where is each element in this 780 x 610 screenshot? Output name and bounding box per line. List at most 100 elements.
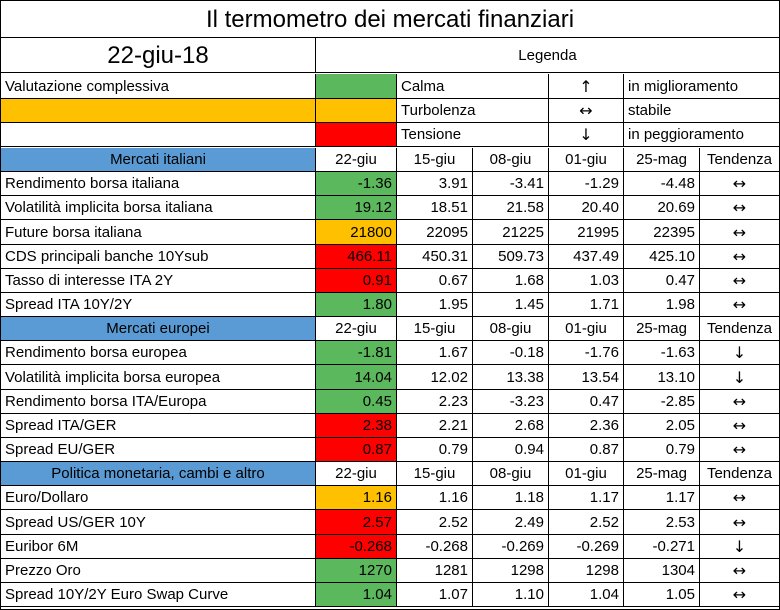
indicator-label: Future borsa italiana bbox=[1, 220, 316, 245]
legend-status-label: Turbolenza bbox=[397, 99, 549, 123]
past-value: 21225 bbox=[473, 220, 549, 245]
past-value: 2.21 bbox=[397, 414, 473, 438]
section-title: Mercati italiani bbox=[1, 148, 316, 172]
past-value: 509.73 bbox=[473, 245, 549, 269]
past-value: 21995 bbox=[549, 220, 624, 245]
indicator-label: Prezzo Oro bbox=[1, 559, 316, 583]
past-value: -1.76 bbox=[549, 341, 624, 365]
legend-status-label: Calma bbox=[397, 74, 549, 99]
column-header: 08-giu bbox=[473, 148, 549, 172]
trend-arrow-icon: ↓ bbox=[700, 535, 779, 559]
current-value: 2.57 bbox=[316, 510, 397, 535]
indicator-label: Rendimento borsa europea bbox=[1, 341, 316, 365]
past-value: -0.269 bbox=[549, 535, 624, 559]
past-value: -2.85 bbox=[624, 390, 700, 414]
column-header: 08-giu bbox=[473, 317, 549, 341]
past-value: 13.54 bbox=[549, 365, 624, 390]
column-header: 15-giu bbox=[397, 148, 473, 172]
past-value: 1.68 bbox=[473, 269, 549, 293]
trend-arrow-icon: ↔ bbox=[700, 583, 779, 607]
current-value: 1.80 bbox=[316, 293, 397, 317]
legend-title: Legenda bbox=[316, 38, 779, 73]
past-value: 1304 bbox=[624, 559, 700, 583]
current-value: 466.11 bbox=[316, 245, 397, 269]
current-value: 2.38 bbox=[316, 414, 397, 438]
trend-arrow-icon: ↔ bbox=[700, 390, 779, 414]
overall-assessment-color bbox=[1, 99, 316, 123]
past-value: 22095 bbox=[397, 220, 473, 245]
legend-trend-arrow-icon: ↑ bbox=[549, 74, 624, 99]
column-header: 08-giu bbox=[473, 462, 549, 486]
past-value: 13.10 bbox=[624, 365, 700, 390]
section-title: Politica monetaria, cambi e altro bbox=[1, 462, 316, 486]
past-value: 20.69 bbox=[624, 196, 700, 220]
trend-arrow-icon: ↔ bbox=[700, 172, 779, 196]
indicator-label: Spread ITA 10Y/2Y bbox=[1, 293, 316, 317]
past-value: 13.38 bbox=[473, 365, 549, 390]
past-value: -0.268 bbox=[397, 535, 473, 559]
past-value: 1.05 bbox=[624, 583, 700, 607]
column-header: 15-giu bbox=[397, 462, 473, 486]
past-value: 1298 bbox=[549, 559, 624, 583]
past-value: -3.23 bbox=[473, 390, 549, 414]
past-value: 1.95 bbox=[397, 293, 473, 317]
past-value: 1.03 bbox=[549, 269, 624, 293]
past-value: 0.47 bbox=[549, 390, 624, 414]
past-value: 3.91 bbox=[397, 172, 473, 196]
past-value: -4.48 bbox=[624, 172, 700, 196]
column-header: 22-giu bbox=[316, 148, 397, 172]
legend-swatch-1 bbox=[316, 99, 397, 123]
report-date: 22-giu-18 bbox=[1, 38, 316, 73]
past-value: 0.79 bbox=[397, 438, 473, 462]
past-value: 0.87 bbox=[549, 438, 624, 462]
past-value: 2.49 bbox=[473, 510, 549, 535]
legend-trend-label: in miglioramento bbox=[624, 74, 779, 99]
past-value: 1298 bbox=[473, 559, 549, 583]
column-header: 22-giu bbox=[316, 317, 397, 341]
current-value: 21800 bbox=[316, 220, 397, 245]
legend-trend-arrow-icon: ↔ bbox=[549, 99, 624, 123]
past-value: 437.49 bbox=[549, 245, 624, 269]
past-value: 450.31 bbox=[397, 245, 473, 269]
current-value: 1.16 bbox=[316, 486, 397, 510]
past-value: 22395 bbox=[624, 220, 700, 245]
past-value: 1281 bbox=[397, 559, 473, 583]
past-value: 21.58 bbox=[473, 196, 549, 220]
column-header: 15-giu bbox=[397, 317, 473, 341]
current-value: -0.268 bbox=[316, 535, 397, 559]
indicator-label: Spread US/GER 10Y bbox=[1, 510, 316, 535]
column-header: 22-giu bbox=[316, 462, 397, 486]
indicator-label: Euro/Dollaro bbox=[1, 486, 316, 510]
past-value: -0.271 bbox=[624, 535, 700, 559]
current-value: 0.87 bbox=[316, 438, 397, 462]
current-value: 0.45 bbox=[316, 390, 397, 414]
indicator-label: Tasso di interesse ITA 2Y bbox=[1, 269, 316, 293]
page-title: Il termometro dei mercati finanziari bbox=[1, 1, 779, 38]
past-value: 0.79 bbox=[624, 438, 700, 462]
legend-trend-arrow-icon: ↓ bbox=[549, 123, 624, 147]
current-value: 1270 bbox=[316, 559, 397, 583]
past-value: 2.53 bbox=[624, 510, 700, 535]
trend-arrow-icon: ↔ bbox=[700, 293, 779, 317]
indicator-label: Spread ITA/GER bbox=[1, 414, 316, 438]
past-value: 20.40 bbox=[549, 196, 624, 220]
legend-status-label: Tensione bbox=[397, 123, 549, 147]
trend-arrow-icon: ↔ bbox=[700, 438, 779, 462]
indicator-label: Rendimento borsa ITA/Europa bbox=[1, 390, 316, 414]
past-value: 1.98 bbox=[624, 293, 700, 317]
past-value: 2.52 bbox=[397, 510, 473, 535]
past-value: -0.18 bbox=[473, 341, 549, 365]
past-value: 1.17 bbox=[549, 486, 624, 510]
current-value: 19.12 bbox=[316, 196, 397, 220]
past-value: 2.23 bbox=[397, 390, 473, 414]
legend-trend-label: stabile bbox=[624, 99, 779, 123]
past-value: 2.05 bbox=[624, 414, 700, 438]
past-value: 2.36 bbox=[549, 414, 624, 438]
past-value: 1.45 bbox=[473, 293, 549, 317]
trend-arrow-icon: ↔ bbox=[700, 220, 779, 245]
current-value: 1.04 bbox=[316, 583, 397, 607]
column-header: 25-mag bbox=[624, 148, 700, 172]
trend-arrow-icon: ↓ bbox=[700, 341, 779, 365]
trend-arrow-icon: ↔ bbox=[700, 559, 779, 583]
